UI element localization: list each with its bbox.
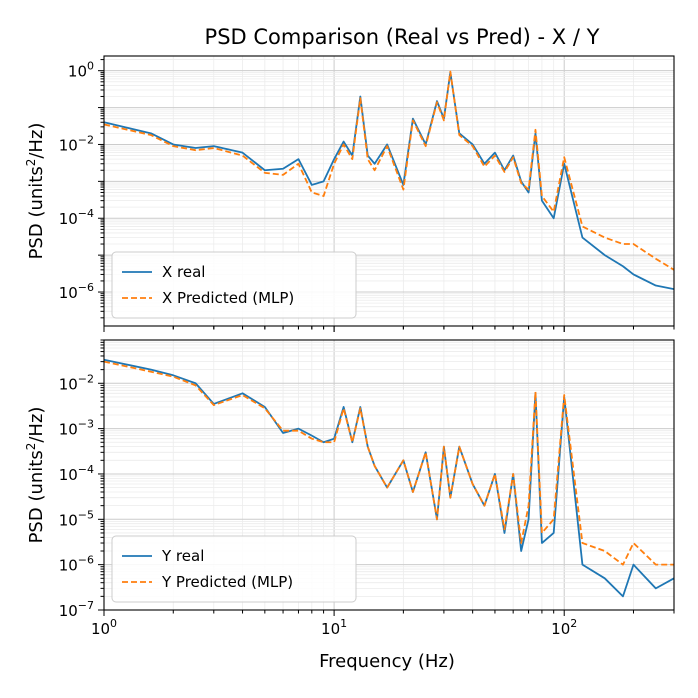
y-tick-label-exponent: −7 [78,599,94,612]
y-tick-label-base: 10 [68,63,87,81]
x-tick-label-base: 10 [551,620,570,638]
x-tick-label-base: 10 [321,620,340,638]
y-tick-label-base: 10 [59,421,78,439]
y-tick-label: 10−4 [59,207,94,228]
y-tick-label-exponent: −2 [78,372,94,385]
y-tick-label: 10−6 [59,281,94,302]
x-tick-label-exponent: 0 [110,617,117,630]
chart-title: PSD Comparison (Real vs Pred) - X / Y [205,25,600,49]
x-tick-label-base: 10 [91,620,110,638]
x-tick-label-exponent: 1 [340,617,347,630]
legend-real-label: Y real [161,547,204,565]
y-tick-label-base: 10 [59,511,78,529]
panel-2-legend: Y real Y Predicted (MLP) [111,535,357,603]
y-tick-label-base: 10 [59,557,78,575]
y-tick-label: 10−4 [59,463,94,484]
y-tick-label-base: 10 [59,602,78,620]
y-tick-label-exponent: −4 [78,207,94,220]
y-tick-label-exponent: −5 [78,508,94,521]
y-tick-label: 10−6 [59,554,94,575]
y-tick-label: 10−2 [59,372,94,393]
y-tick-label-exponent: 0 [87,60,94,73]
y-axis-label: PSD (units2/Hz) [24,407,47,544]
y-tick-label: 10−7 [59,599,94,620]
y-axis-label-unit: /Hz) [26,407,47,443]
y-tick-label-exponent: −2 [78,133,94,146]
legend-predicted-label: X Predicted (MLP) [162,289,294,307]
panel-1-series [104,70,674,290]
legend-predicted-label: Y Predicted (MLP) [161,573,293,591]
x-tick-label-exponent: 2 [570,617,577,630]
panel-2-frame [103,339,675,611]
y-axis-label-unit: /Hz) [26,123,47,159]
y-tick-label-base: 10 [59,210,78,228]
y-tick-label-exponent: −3 [78,418,94,431]
x-tick-label: 101 [321,617,347,638]
y-tick-label-base: 10 [59,466,78,484]
y-tick-label: 10−5 [59,508,94,529]
y-axis-label-superscript: 2 [24,443,38,451]
x-tick-label: 102 [551,617,577,638]
series-predicted-line [104,360,674,566]
y-tick-label: 100 [68,60,94,81]
panel-1-frame [103,55,675,327]
y-tick-label-exponent: −4 [78,463,94,476]
y-axis-label: PSD (units2/Hz) [24,123,47,260]
y-axis-label-superscript: 2 [24,159,38,167]
panel-1-legend: X real X Predicted (MLP) [111,251,357,319]
y-tick-label: 10−3 [59,418,94,439]
x-tick-label: 100 [91,617,117,638]
y-tick-label-base: 10 [59,136,78,154]
y-tick-label-base: 10 [59,284,78,302]
y-tick-label: 10−2 [59,133,94,154]
legend-box [111,535,357,603]
series-predicted-line [104,70,674,271]
x-axis-label: Frequency (Hz) [319,651,455,672]
y-axis-label-text: PSD (units [26,450,47,543]
legend-real-label: X real [162,263,205,281]
y-tick-label-exponent: −6 [78,281,94,294]
panel-2-series [104,358,674,598]
y-tick-label-base: 10 [59,375,78,393]
y-axis-label-text: PSD (units [26,166,47,259]
y-tick-label-exponent: −6 [78,554,94,567]
legend-box [111,251,357,319]
